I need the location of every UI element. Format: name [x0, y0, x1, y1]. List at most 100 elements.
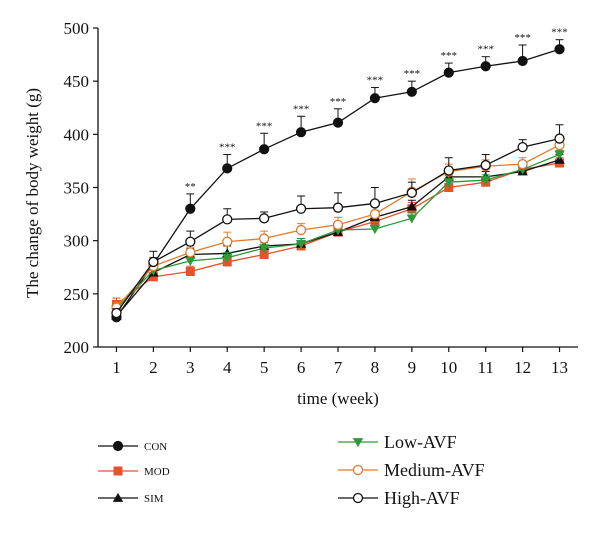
- data-point: [148, 256, 159, 268]
- legend-label: Medium-AVF: [384, 460, 485, 480]
- y-tick-label: 200: [64, 338, 90, 357]
- x-tick-label: 6: [297, 358, 306, 377]
- data-point: [406, 201, 418, 211]
- data-point: [222, 236, 233, 247]
- legend: CON MOD SIM Low-AVF Medium-AVF High-AVF: [98, 432, 485, 508]
- data-point: [222, 253, 233, 263]
- marker-shape: [444, 183, 454, 192]
- marker-shape: [295, 127, 307, 138]
- data-point: [554, 44, 565, 55]
- x-tick-label: 13: [551, 358, 568, 377]
- data-point: [185, 267, 195, 277]
- marker-shape: [258, 244, 270, 254]
- data-point: [443, 67, 454, 78]
- series-line: [115, 48, 560, 318]
- data-point: [295, 127, 307, 138]
- marker-shape: [185, 247, 196, 258]
- marker-shape: [369, 225, 381, 235]
- legend-marker: [113, 466, 123, 476]
- significance-label: ***: [256, 120, 273, 132]
- legend-item-medium-avf: Medium-AVF: [338, 460, 485, 480]
- marker-shape: [443, 165, 454, 176]
- marker-shape: [406, 187, 417, 198]
- significance-label: ***: [219, 142, 236, 154]
- series-sim: [111, 154, 565, 321]
- marker-shape: [369, 93, 381, 104]
- data-point: [332, 202, 344, 213]
- marker-shape: [222, 253, 233, 263]
- marker-shape: [517, 158, 528, 170]
- data-point: [259, 144, 270, 155]
- marker-shape: [295, 239, 307, 250]
- data-point: [369, 198, 381, 209]
- marker-shape: [259, 213, 270, 224]
- marker-shape: [370, 217, 380, 227]
- marker-shape: [259, 249, 269, 259]
- marker-shape: [554, 133, 565, 144]
- marker-shape: [185, 203, 196, 214]
- data-point: [480, 176, 491, 186]
- y-axis-label: The change of body weight (g): [23, 88, 42, 298]
- y-tick-label: 400: [64, 125, 90, 144]
- significance-annotations: ***************************** ***: [185, 27, 568, 193]
- data-point: [370, 217, 380, 227]
- marker-shape: [480, 176, 491, 186]
- legend-item-low-avf: Low-AVF: [338, 432, 457, 452]
- x-tick-label: 9: [408, 358, 417, 377]
- marker-shape: [369, 198, 381, 209]
- marker-shape: [332, 117, 344, 128]
- series-high-avf: [111, 124, 565, 319]
- marker-shape: [517, 55, 528, 67]
- legend-item-mod: MOD: [98, 466, 170, 478]
- x-tick-label: 1: [112, 358, 121, 377]
- data-point: [259, 213, 270, 224]
- significance-label: ***: [477, 44, 494, 56]
- data-point: [480, 160, 491, 171]
- marker-shape: [295, 203, 307, 214]
- legend-label: High-AVF: [384, 488, 460, 508]
- legend-label: MOD: [144, 466, 170, 478]
- marker-shape: [406, 201, 418, 211]
- data-point: [185, 236, 196, 247]
- marker-shape: [352, 492, 364, 504]
- y-tick-label: 300: [64, 232, 90, 251]
- significance-label: ***: [514, 32, 531, 44]
- marker-shape: [480, 61, 491, 72]
- data-point: [444, 183, 454, 192]
- marker-shape: [406, 214, 418, 224]
- significance-label: ***: [441, 50, 458, 62]
- y-tick-label: 450: [64, 72, 90, 91]
- x-tick-label: 3: [186, 358, 195, 377]
- marker-shape: [222, 214, 233, 225]
- legend-item-sim: SIM: [98, 492, 164, 505]
- data-point: [258, 244, 270, 254]
- x-tick-label: 4: [223, 358, 232, 377]
- legend-label: Low-AVF: [384, 432, 457, 452]
- data-point: [406, 214, 418, 224]
- marker-shape: [112, 440, 124, 452]
- data-point: [259, 249, 269, 259]
- series-layer: [111, 39, 565, 323]
- marker-shape: [480, 160, 491, 171]
- marker-shape: [369, 208, 381, 220]
- x-tick-label: 2: [149, 358, 158, 377]
- marker-shape: [352, 438, 364, 448]
- significance-label: ***: [404, 68, 421, 80]
- data-point: [406, 187, 417, 198]
- data-point: [517, 141, 528, 153]
- x-axis-label: time (week): [297, 389, 379, 408]
- data-point: [332, 219, 344, 230]
- x-tick-label: 7: [334, 358, 343, 377]
- series-con: [111, 39, 565, 323]
- x-tick-label: 8: [371, 358, 380, 377]
- legend-label: CON: [144, 441, 167, 453]
- legend-marker: [352, 464, 364, 476]
- data-point: [443, 165, 454, 176]
- legend-item-high-avf: High-AVF: [338, 488, 460, 508]
- marker-shape: [148, 272, 158, 282]
- legend-marker: [112, 492, 124, 502]
- x-tick-label: 11: [478, 358, 494, 377]
- data-point: [111, 307, 122, 319]
- legend-marker: [352, 438, 364, 448]
